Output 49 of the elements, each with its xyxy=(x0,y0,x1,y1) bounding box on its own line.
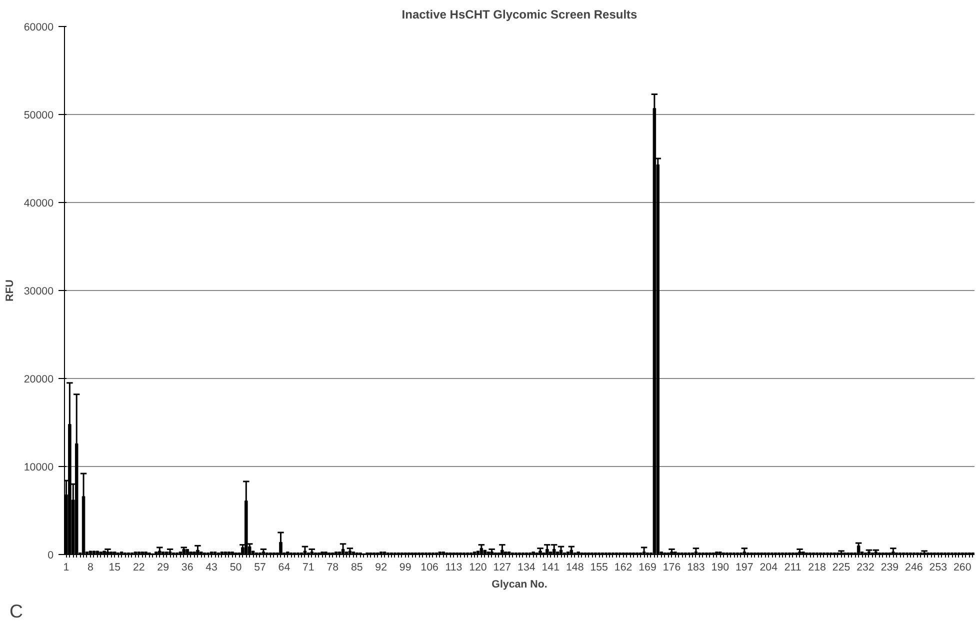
x-tick-label: 211 xyxy=(784,562,802,574)
x-tick-label: 141 xyxy=(542,562,560,574)
y-tick-label: 60000 xyxy=(24,22,54,34)
x-tick-label: 57 xyxy=(254,562,266,574)
x-tick-label: 162 xyxy=(614,562,632,574)
x-tick-label: 50 xyxy=(230,562,242,574)
x-tick-label: 64 xyxy=(278,562,290,574)
x-tick-label: 43 xyxy=(206,562,218,574)
y-tick-label: 50000 xyxy=(24,110,54,122)
x-tick-label: 120 xyxy=(469,562,487,574)
x-tick-label: 204 xyxy=(760,562,778,574)
x-tick-label: 99 xyxy=(399,562,412,574)
x-tick-label: 260 xyxy=(954,562,972,574)
x-tick-label: 113 xyxy=(445,562,462,574)
x-tick-label: 225 xyxy=(832,562,850,574)
x-tick-label: 134 xyxy=(518,562,536,574)
x-axis-title: Glycan No. xyxy=(492,578,548,590)
x-tick-label: 246 xyxy=(905,562,923,574)
y-tick-label: 20000 xyxy=(24,374,54,386)
x-tick-label: 36 xyxy=(181,562,194,574)
x-tick-label: 78 xyxy=(326,562,339,574)
x-tick-label: 106 xyxy=(420,562,438,574)
x-tick-label: 71 xyxy=(302,562,314,574)
x-tick-label: 183 xyxy=(687,562,705,574)
x-tick-label: 1 xyxy=(63,562,70,574)
x-tick-label: 218 xyxy=(808,562,826,574)
x-tick-label: 253 xyxy=(929,562,948,574)
y-tick-label: 10000 xyxy=(24,462,54,474)
y-tick-label: 30000 xyxy=(24,286,54,298)
y-tick-label: 40000 xyxy=(24,198,54,210)
x-tick-label: 85 xyxy=(350,562,363,574)
x-tick-label: 232 xyxy=(856,562,874,574)
chart-title: Inactive HsCHT Glycomic Screen Results xyxy=(402,8,638,22)
x-tick-label: 190 xyxy=(711,562,730,574)
x-tick-label: 15 xyxy=(108,562,121,574)
y-tick-label: 0 xyxy=(48,550,54,562)
x-tick-label: 155 xyxy=(590,562,608,574)
x-tick-label: 22 xyxy=(132,562,145,574)
x-tick-label: 169 xyxy=(638,562,656,574)
x-tick-label: 8 xyxy=(87,562,94,574)
x-tick-label: 239 xyxy=(880,562,899,574)
y-axis-title: RFU xyxy=(4,279,16,302)
text: C xyxy=(10,600,23,622)
x-tick-label: 29 xyxy=(157,562,170,574)
x-tick-label: 197 xyxy=(736,562,754,574)
x-tick-label: 148 xyxy=(566,562,584,574)
x-tick-label: 92 xyxy=(375,562,388,574)
x-tick-label: 176 xyxy=(662,562,681,574)
x-tick-label: 127 xyxy=(493,562,512,574)
